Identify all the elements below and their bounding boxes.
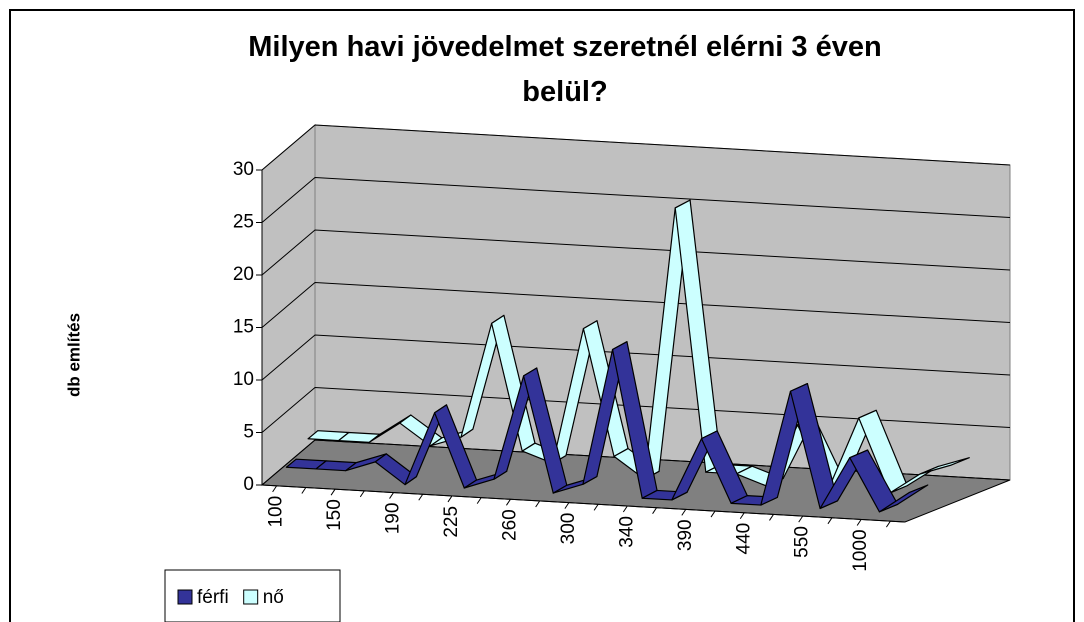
x-tick: [856, 519, 862, 526]
x-tick-label: 190: [383, 503, 404, 535]
x-tick-label: 150: [324, 499, 345, 531]
x-tick: [739, 512, 745, 520]
x-tick: [681, 509, 687, 516]
legend-swatch: [243, 589, 259, 605]
x-tick: [418, 493, 424, 501]
y-tick-label: 15: [233, 317, 254, 338]
x-tick: [622, 505, 628, 513]
x-tick-label: 225: [441, 506, 462, 538]
legend-swatch: [177, 589, 193, 605]
x-tick-label: 100: [266, 496, 287, 528]
y-tick-label: 25: [233, 212, 254, 233]
grid-line: [261, 124, 1011, 171]
x-tick-label: 440: [733, 523, 754, 555]
grid-line: [261, 334, 1011, 381]
x-tick: [827, 517, 833, 525]
x-tick: [593, 504, 599, 511]
x-tick: [885, 520, 891, 528]
x-tick: [272, 485, 278, 493]
x-tick: [476, 497, 482, 504]
legend-label: nő: [263, 587, 284, 608]
y-tick-label: 20: [233, 264, 254, 285]
x-tick: [652, 507, 657, 514]
x-tick: [359, 490, 365, 498]
x-tick: [330, 488, 336, 496]
x-tick: [389, 492, 394, 499]
x-tick: [535, 500, 541, 508]
x-tick: [769, 514, 774, 521]
ribbon-segment: [878, 484, 929, 513]
x-tick-label: 1000: [850, 529, 871, 571]
x-tick: [710, 510, 716, 518]
x-tick-label: 340: [616, 516, 637, 548]
ribbon-segment: [919, 457, 970, 475]
x-tick-label: 550: [792, 526, 813, 558]
x-tick-label: 390: [675, 519, 696, 551]
x-tick: [447, 495, 453, 503]
x-tick-label: 300: [558, 513, 579, 545]
grid-line: [261, 229, 1011, 276]
y-tick-label: 0: [243, 474, 254, 495]
legend-label: férfi: [197, 587, 229, 608]
y-tick-label: 10: [233, 369, 254, 390]
grid-line: [261, 281, 1011, 328]
grid-line: [261, 176, 1011, 223]
x-tick: [506, 499, 511, 506]
x-tick-label: 260: [499, 509, 520, 541]
x-tick: [301, 487, 307, 494]
y-tick-label: 5: [243, 422, 254, 443]
legend-box: [164, 569, 341, 622]
grid-line: [261, 386, 1011, 433]
title-line: Milyen havi jövedelmet szeretnél elérni …: [248, 31, 881, 63]
x-tick: [798, 515, 804, 523]
title-line: belül?: [522, 76, 607, 108]
x-axis: [261, 484, 906, 523]
chart-title: Milyen havi jövedelmet szeretnél elérni …: [248, 31, 881, 108]
legend: férfi nő: [164, 569, 341, 622]
y-axis-label: db említés: [64, 313, 83, 397]
x-tick: [564, 502, 570, 509]
y-tick-label: 30: [233, 159, 254, 180]
